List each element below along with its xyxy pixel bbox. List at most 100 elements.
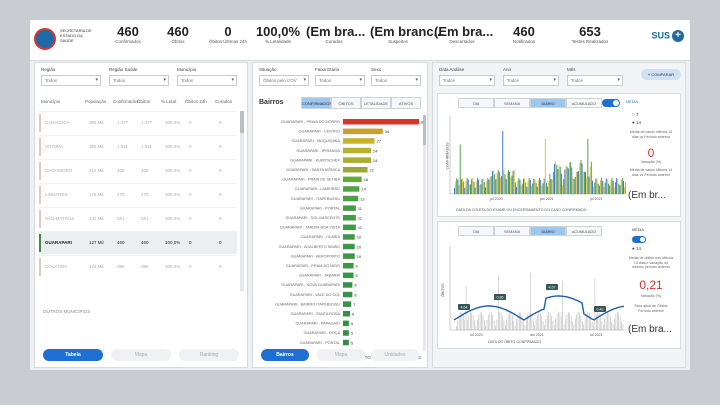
tab[interactable]: DIÁRIO [530, 98, 566, 108]
filter-dropdown[interactable]: Região Todos ▾ [41, 67, 101, 89]
bar[interactable] [343, 224, 356, 231]
tab[interactable]: SEMANA [494, 98, 530, 108]
bar[interactable] [343, 339, 349, 346]
table-cell: CARIACICA [45, 120, 70, 125]
filter-dropdown[interactable]: Mês Todos ▾ [567, 67, 623, 89]
view-button[interactable]: Tabela [43, 349, 103, 361]
filter-value[interactable]: Todos ▾ [567, 75, 623, 86]
table-row[interactable]: CARIACICA 386 Mil 1.477 1.477 100,0% 0 0 [39, 111, 237, 134]
tab[interactable]: ÓBITOS [331, 97, 361, 109]
view-button[interactable]: Mapa [111, 349, 171, 361]
bar[interactable] [343, 311, 351, 317]
table-row[interactable]: SÃO MATEUS 132 Mil 281 281 100,0% 0 0 [39, 207, 237, 230]
daily-bar [623, 181, 624, 194]
bar[interactable] [343, 195, 359, 202]
bar[interactable] [343, 138, 375, 144]
bar-value: 9 [356, 264, 359, 269]
filter-value[interactable]: Todos ▾ [503, 75, 559, 86]
bar-label: GUARAPARI - PRAIA DO MORRO [281, 120, 340, 124]
filter-dropdown[interactable]: Município Todos ▾ [177, 67, 237, 89]
view-button[interactable]: Unidades [371, 349, 419, 361]
column-header[interactable]: Óbitos [137, 99, 151, 104]
tab[interactable]: DIÁRIO [530, 226, 566, 236]
column-header[interactable]: População [85, 99, 107, 104]
bar[interactable] [343, 253, 355, 259]
tab[interactable]: ACUMULADO [566, 98, 602, 108]
bar[interactable] [343, 186, 360, 192]
bar[interactable] [343, 301, 352, 307]
column-header[interactable]: Município [41, 99, 61, 104]
filter-value[interactable]: Óbitos pelo COV ▾ [259, 75, 309, 86]
daily-bar [499, 312, 500, 330]
filter-value[interactable]: Todos ▾ [315, 75, 365, 86]
bar[interactable] [343, 128, 383, 135]
tab[interactable]: SEMANA [494, 226, 530, 236]
filter-value[interactable]: Todos ▾ [177, 75, 237, 86]
bar[interactable] [343, 147, 372, 154]
daily-bar [565, 318, 566, 330]
bar[interactable] [343, 243, 355, 250]
tab[interactable]: LETALIDADE [361, 97, 391, 109]
filter-dropdown[interactable]: Faixa Etária Todos ▾ [315, 67, 365, 89]
daily-bar [612, 324, 614, 330]
daily-bar [584, 318, 586, 330]
filter-dropdown[interactable]: Sexo Todos ▾ [371, 67, 421, 89]
bar[interactable] [343, 119, 419, 125]
radio-7[interactable]: ○ 7 [632, 112, 639, 117]
daily-bar [556, 164, 558, 194]
bar[interactable] [343, 282, 353, 288]
view-button[interactable]: Ranking [179, 349, 239, 361]
filter-value[interactable]: Todos ▾ [371, 75, 421, 86]
bar-label: GUARAPARI - PRAIA DO MEIO [286, 264, 340, 268]
view-button[interactable]: Mapa [317, 349, 365, 361]
daily-bar [492, 315, 493, 330]
daily-bar [461, 312, 463, 330]
bar[interactable] [343, 330, 349, 336]
bar[interactable] [343, 234, 355, 240]
comparar-button[interactable]: + COMPARAR [641, 69, 681, 80]
tab[interactable]: DIA [458, 98, 494, 108]
bar[interactable] [343, 167, 368, 173]
bar[interactable] [343, 291, 353, 298]
column-header[interactable]: Óbitos 24h [185, 99, 207, 104]
view-button[interactable]: Bairros [261, 349, 309, 361]
bar[interactable] [343, 176, 362, 183]
tab[interactable]: CONFIRMADOS [301, 97, 332, 109]
tab[interactable]: ATIVOS [391, 97, 421, 109]
radio-14-obitos[interactable]: ● 14 [632, 246, 641, 251]
media-toggle-2[interactable] [632, 236, 646, 243]
bars-scroll-thumb[interactable] [423, 115, 426, 145]
filter-dropdown[interactable]: Data Análise Todos ▾ [439, 67, 495, 89]
table-row[interactable]: CACHOEIRO 212 Mil 400 400 100,0% 0 0 [39, 159, 237, 182]
bar[interactable] [343, 272, 354, 279]
filter-value[interactable]: Todos ▾ [41, 75, 101, 86]
daily-bar [543, 178, 545, 194]
filter-value[interactable]: Todos ▾ [109, 75, 169, 86]
table-scrollbar[interactable] [240, 111, 244, 291]
radio-14[interactable]: ● 14 [632, 120, 641, 125]
table-row[interactable]: LINHARES 176 Mil 470 470 100,0% 0 0 [39, 183, 237, 206]
table-row[interactable]: COLATINA 123 Mil 395 395 100,0% 0 0 [39, 255, 237, 278]
bar[interactable] [343, 157, 372, 163]
filter-value[interactable]: Todos ▾ [439, 75, 495, 86]
bar[interactable] [343, 205, 356, 211]
table-header: Município População Confirmados Óbitos % Let… [39, 97, 237, 109]
table-row[interactable]: VITÓRIA 365 Mil 1.511 1.511 100,0% 0 0 [39, 135, 237, 158]
filter-dropdown[interactable]: Região Saúde Todos ▾ [109, 67, 169, 89]
bar[interactable] [343, 263, 354, 269]
bar[interactable] [343, 215, 356, 221]
table-row[interactable]: GUARAPARI 127 Mil 460 460 100,0% 0 0 [39, 231, 237, 254]
column-header[interactable]: Confirmados [113, 99, 139, 104]
column-header[interactable]: Curados [215, 99, 233, 104]
filter-dropdown[interactable]: Situação Óbitos pelo COV ▾ [259, 67, 309, 89]
filter-dropdown[interactable]: Ano Todos ▾ [503, 67, 559, 89]
bars-scrollbar[interactable] [423, 115, 426, 351]
tab[interactable]: ACUMULADO [566, 226, 602, 236]
column-header[interactable]: % Letal. [161, 99, 178, 104]
tab[interactable]: DIA [458, 226, 494, 236]
table-cell: COLATINA [45, 264, 68, 269]
daily-bar [520, 185, 522, 194]
bar[interactable] [343, 320, 349, 327]
daily-bar [471, 312, 472, 330]
media-toggle[interactable] [602, 99, 620, 107]
